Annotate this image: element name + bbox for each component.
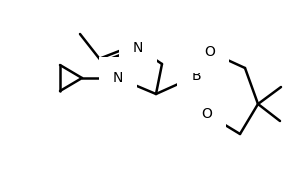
Text: O: O	[202, 107, 212, 121]
Text: O: O	[205, 45, 215, 59]
Text: N: N	[133, 41, 143, 55]
Text: N: N	[113, 71, 123, 85]
Text: B: B	[191, 69, 201, 83]
